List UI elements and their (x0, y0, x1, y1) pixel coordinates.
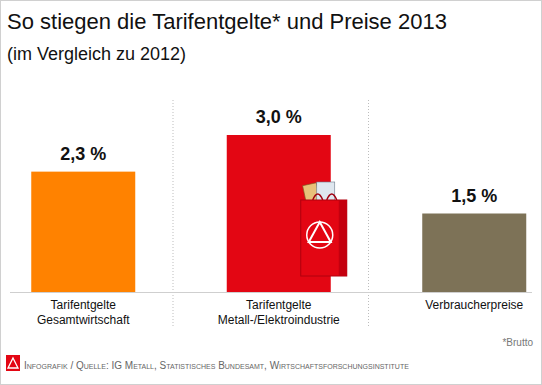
source: Infografik / Quelle: IG Metall, Statisti… (24, 360, 409, 371)
page: {"chart_data": {"type": "bar", "title": … (0, 0, 542, 385)
subtitle: (im Vergleich zu 2012) (7, 44, 186, 64)
category-line: Verbraucherpreise (425, 298, 523, 312)
bag-side (339, 200, 347, 276)
chart: So stiegen die Tarifentgelte* und Preise… (0, 0, 542, 385)
category-line: Tarifentgelte (51, 298, 117, 312)
bag-logo-ring (307, 222, 333, 248)
category-label: Verbraucherpreise (425, 298, 523, 312)
labels: 2,3 %TarifentgelteGesamtwirtschaft3,0 %T… (37, 107, 524, 327)
category-label: TarifentgelteMetall-/Elektroindustrie (218, 298, 340, 327)
logo-mark (8, 358, 18, 368)
baseline (10, 292, 532, 293)
bag-icon (301, 182, 347, 276)
separator (173, 100, 174, 328)
data-label: 1,5 % (451, 186, 497, 206)
category-line: Gesamtwirtschaft (37, 313, 130, 327)
bag-body (301, 200, 347, 276)
frame (1, 1, 542, 385)
data-label: 3,0 % (256, 107, 302, 127)
bar (31, 172, 135, 292)
logo (6, 355, 20, 371)
logo-box (6, 355, 20, 371)
bar (422, 214, 526, 293)
bars (31, 135, 526, 292)
title: So stiegen die Tarifentgelte* und Preise… (7, 9, 447, 34)
category-label: TarifentgelteGesamtwirtschaft (37, 298, 130, 327)
footnote: *Brutto (502, 337, 533, 348)
bag-handle (313, 194, 337, 200)
data-label: 2,3 % (60, 144, 106, 164)
category-line: Tarifentgelte (246, 298, 312, 312)
category-line: Metall-/Elektroindustrie (218, 313, 340, 327)
separator (368, 100, 369, 328)
